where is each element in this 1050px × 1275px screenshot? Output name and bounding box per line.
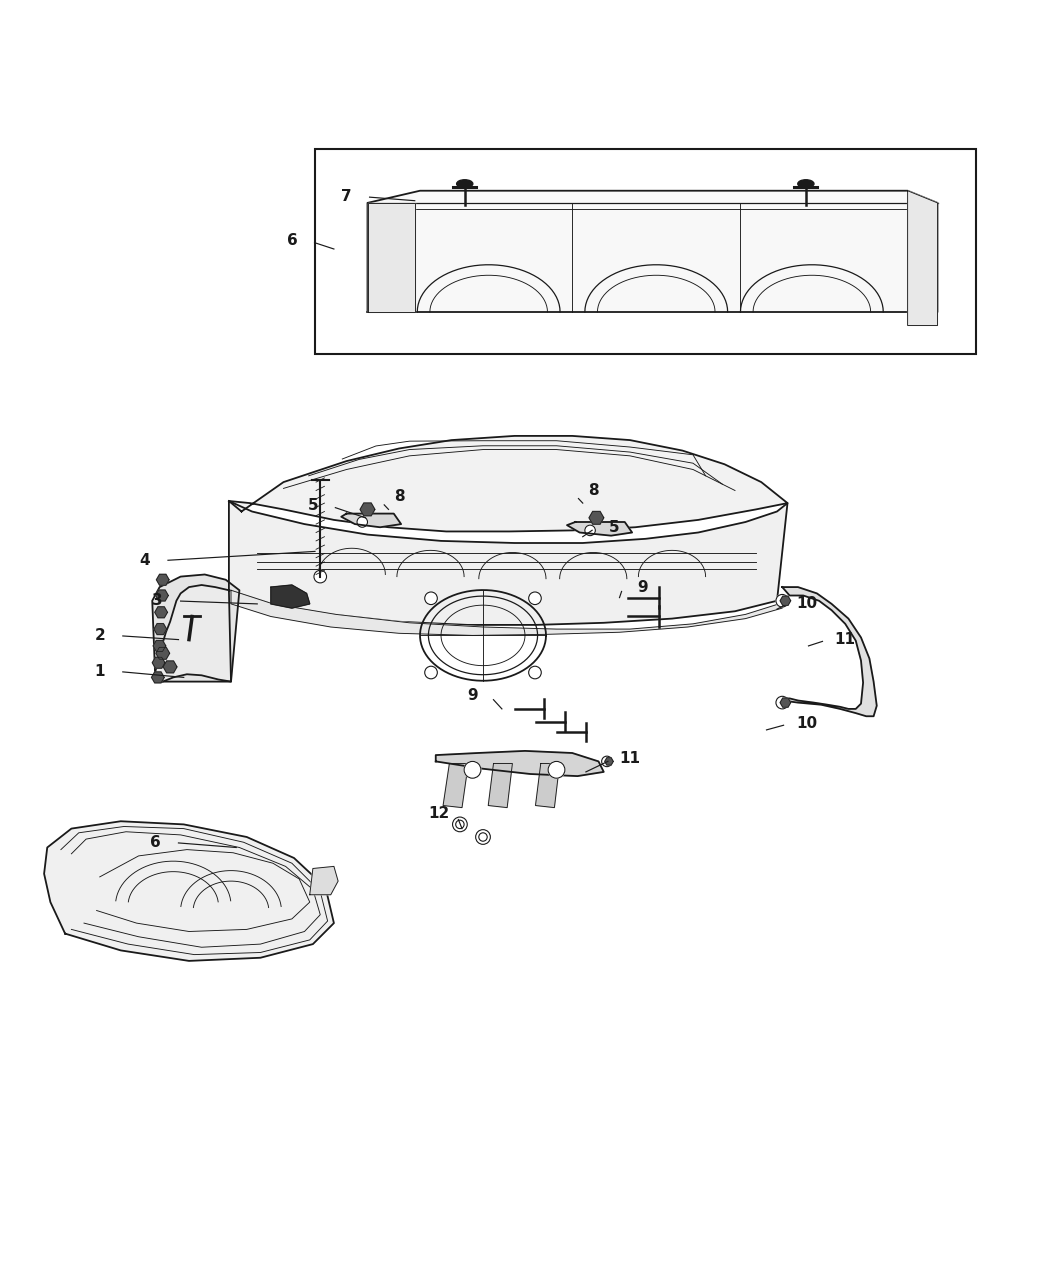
Text: 12: 12 [428,806,449,821]
Polygon shape [368,191,938,312]
Polygon shape [360,504,375,516]
Ellipse shape [425,667,438,678]
Polygon shape [271,585,310,608]
Polygon shape [44,821,334,961]
Ellipse shape [776,594,789,607]
Polygon shape [436,751,604,776]
Polygon shape [368,203,415,312]
Text: 8: 8 [394,490,404,505]
Text: 7: 7 [341,189,352,204]
Ellipse shape [602,756,612,766]
Text: 8: 8 [588,483,598,499]
Text: 11: 11 [620,751,640,766]
Ellipse shape [476,830,490,844]
Polygon shape [310,867,338,895]
Ellipse shape [528,667,541,678]
Polygon shape [229,501,788,625]
Ellipse shape [357,516,367,528]
Text: 4: 4 [140,553,150,569]
Polygon shape [605,757,613,765]
Polygon shape [780,597,791,606]
Polygon shape [536,764,560,807]
Polygon shape [151,672,164,683]
Polygon shape [154,623,167,635]
Text: 11: 11 [835,632,856,648]
Polygon shape [567,521,632,536]
Polygon shape [780,697,791,708]
Ellipse shape [528,592,541,604]
Polygon shape [164,660,176,673]
Ellipse shape [798,180,814,187]
Ellipse shape [548,761,565,778]
Polygon shape [341,514,401,528]
Ellipse shape [585,525,595,536]
Ellipse shape [776,696,789,709]
Polygon shape [443,764,468,807]
Text: 9: 9 [637,580,648,594]
Polygon shape [229,436,788,532]
Text: 9: 9 [467,687,478,703]
Ellipse shape [425,592,438,604]
Text: 5: 5 [308,497,318,513]
Polygon shape [156,574,169,585]
Polygon shape [782,586,877,717]
Polygon shape [154,607,167,618]
Polygon shape [152,657,165,668]
Polygon shape [488,764,512,807]
Text: 10: 10 [796,597,817,612]
Polygon shape [589,511,604,524]
Polygon shape [152,575,239,682]
Ellipse shape [464,761,481,778]
Polygon shape [155,585,231,682]
Text: 1: 1 [94,663,105,678]
Text: 10: 10 [796,717,817,731]
Polygon shape [153,640,166,652]
Text: 6: 6 [287,233,297,249]
Polygon shape [907,191,938,325]
Text: 6: 6 [150,835,161,849]
Text: 2: 2 [94,627,105,643]
Ellipse shape [479,833,487,842]
Bar [315,149,977,354]
Text: 5: 5 [609,520,620,534]
Ellipse shape [314,570,327,583]
Text: 3: 3 [152,593,163,608]
Polygon shape [231,590,782,635]
Ellipse shape [457,180,472,187]
Polygon shape [155,590,168,601]
Ellipse shape [456,820,464,829]
Polygon shape [155,648,170,659]
Ellipse shape [453,817,467,831]
